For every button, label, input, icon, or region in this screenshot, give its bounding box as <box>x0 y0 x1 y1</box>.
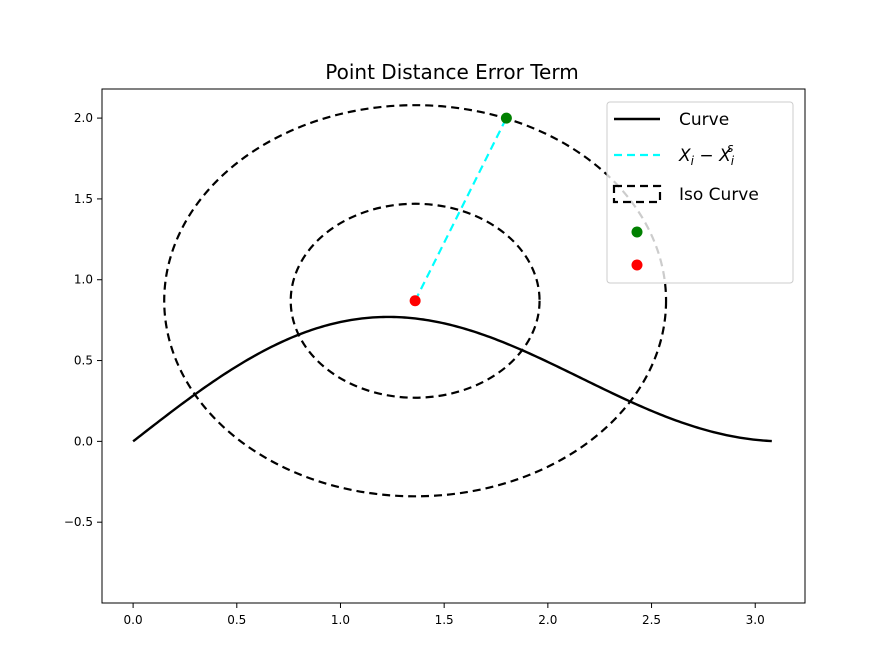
iso-curve-2 <box>163 104 668 498</box>
closest-point <box>409 295 421 307</box>
y-tick-label: 0.5 <box>74 354 93 368</box>
axes-frame <box>101 88 806 604</box>
legend-box <box>606 101 794 284</box>
y-tick-label: −0.5 <box>64 515 93 529</box>
x-tick-label: 0.0 <box>124 613 143 627</box>
legend-handle-iso <box>612 184 662 204</box>
iso-curve-1 <box>289 202 541 399</box>
x-tick-label: 2.5 <box>642 613 661 627</box>
legend-label-iso: Iso Curve <box>679 185 759 205</box>
legend-marker-3 <box>631 226 643 238</box>
sample-point <box>500 112 512 124</box>
y-tick-label: 2.0 <box>74 111 93 125</box>
legend: Curve Xi − Xis Iso Curve <box>606 101 794 284</box>
y-tick-label: 0.0 <box>74 434 93 448</box>
y-tick-label: 1.0 <box>74 273 93 287</box>
legend-label-curve: Curve <box>679 110 729 130</box>
x-tick-label: 1.5 <box>435 613 454 627</box>
axes: 0.0 0.5 1.0 1.5 2.0 2.5 3.0 −0.5 0.0 0.5 1.0 1.5 2.0 <box>64 88 806 627</box>
y-tick-label: 1.5 <box>74 192 93 206</box>
x-tick-label: 3.0 <box>746 613 765 627</box>
x-tick-label: 0.5 <box>227 613 246 627</box>
curve-line <box>132 315 772 443</box>
legend-marker-4 <box>631 259 643 271</box>
plot-content <box>132 104 772 498</box>
x-tick-label: 1.0 <box>331 613 350 627</box>
chart-title: Point Distance Error Term <box>325 60 578 84</box>
error-segment <box>414 117 508 302</box>
legend-label-error: Xi − Xis <box>678 141 735 168</box>
x-tick-label: 2.0 <box>538 613 557 627</box>
plot-area <box>132 104 772 498</box>
